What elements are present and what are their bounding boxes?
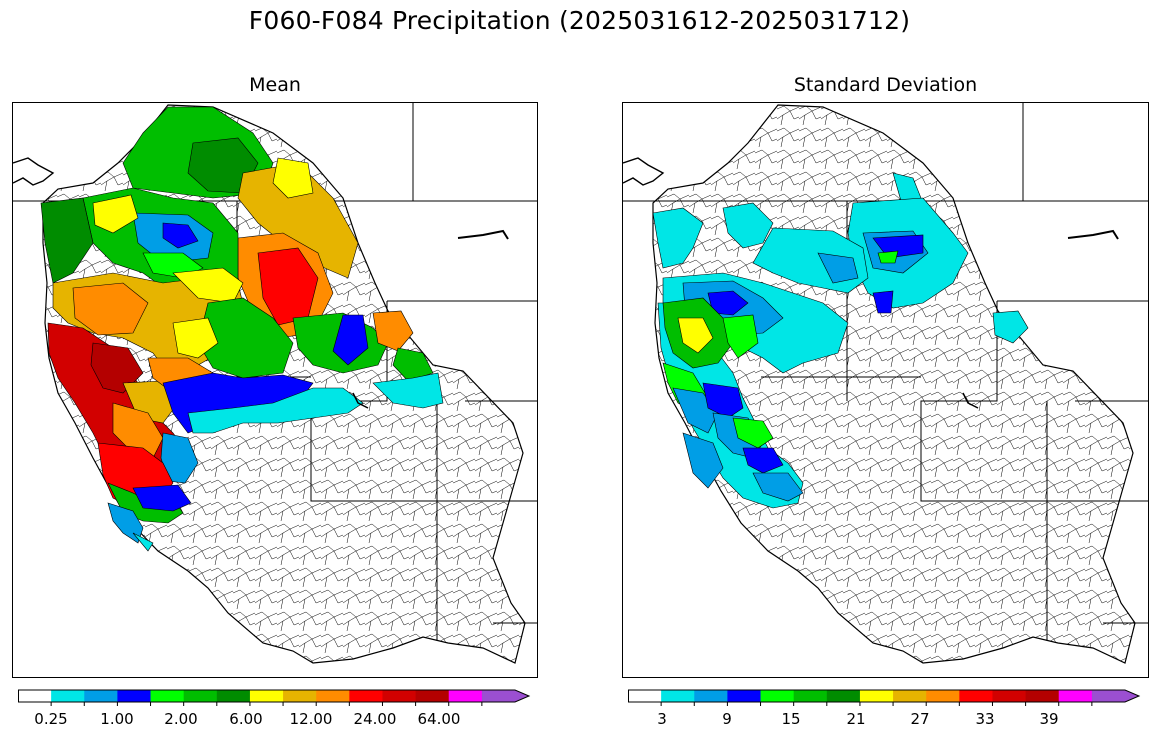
mean-color-swatch: [415, 690, 450, 702]
mean-tick-label: 12.00: [289, 710, 333, 728]
std-map: [622, 102, 1149, 678]
mean-tick-label: 6.00: [229, 710, 263, 728]
std-color-swatch: [859, 690, 894, 702]
mean-tick-label: 1.00: [100, 710, 134, 728]
std-color-swatch: [760, 690, 795, 702]
mean-tick-label: 64.00: [417, 710, 461, 728]
std-color-swatch: [793, 690, 828, 702]
std-tick-label: 21: [846, 710, 866, 728]
std-tick-label: 27: [910, 710, 930, 728]
mean-color-swatch: [117, 690, 152, 702]
std-colorbar-outline: [628, 689, 1141, 703]
figure-title: F060-F084 Precipitation (2025031612-2025…: [248, 6, 911, 35]
mean-color-swatch: [183, 690, 218, 702]
std-tick-label: 9: [722, 710, 732, 728]
std-color-swatch: [893, 690, 927, 702]
mean-color-swatch: [216, 690, 251, 702]
mean-color-swatch: [448, 690, 483, 702]
std-tick-label: 39: [1039, 710, 1059, 728]
mean-color-swatch: [150, 690, 185, 702]
std-colorbar: [628, 689, 1141, 706]
std-color-swatch: [727, 690, 762, 702]
std-color-swatch: [992, 690, 1027, 702]
std-color-swatch: [959, 690, 993, 702]
mean-color-swatch: [382, 690, 417, 702]
mean-tick-label: 24.00: [353, 710, 397, 728]
std-color-swatch: [694, 690, 728, 702]
mean-tick-label: 0.25: [34, 710, 68, 728]
mean-colorbar: [18, 689, 531, 706]
std-tick-label: 15: [781, 710, 801, 728]
mean-color-swatch: [349, 690, 383, 702]
mean-colorbar-outline: [18, 689, 531, 703]
mean-color-swatch: [316, 690, 350, 702]
mean-panel-title: Mean: [249, 74, 301, 96]
mean-color-swatch: [283, 690, 317, 702]
std-color-swatch: [661, 690, 695, 702]
mean-color-swatch: [249, 690, 284, 702]
mean-color-swatch: [481, 690, 529, 702]
mean-map: [12, 102, 538, 678]
mean-color-swatch: [51, 690, 85, 702]
std-tick-label: 3: [657, 710, 667, 728]
mean-map-svg: [13, 103, 537, 664]
std-color-swatch: [1091, 690, 1139, 702]
std-panel-title: Standard Deviation: [793, 74, 978, 96]
std-map-svg: [623, 103, 1148, 664]
std-color-swatch: [826, 690, 861, 702]
mean-color-swatch: [18, 690, 52, 702]
std-color-swatch: [1025, 690, 1060, 702]
mean-color-swatch: [84, 690, 118, 702]
std-color-swatch: [926, 690, 960, 702]
std-tick-label: 33: [975, 710, 995, 728]
std-color-swatch: [1058, 690, 1093, 702]
mean-tick-label: 2.00: [164, 710, 198, 728]
std-color-swatch: [628, 690, 662, 702]
